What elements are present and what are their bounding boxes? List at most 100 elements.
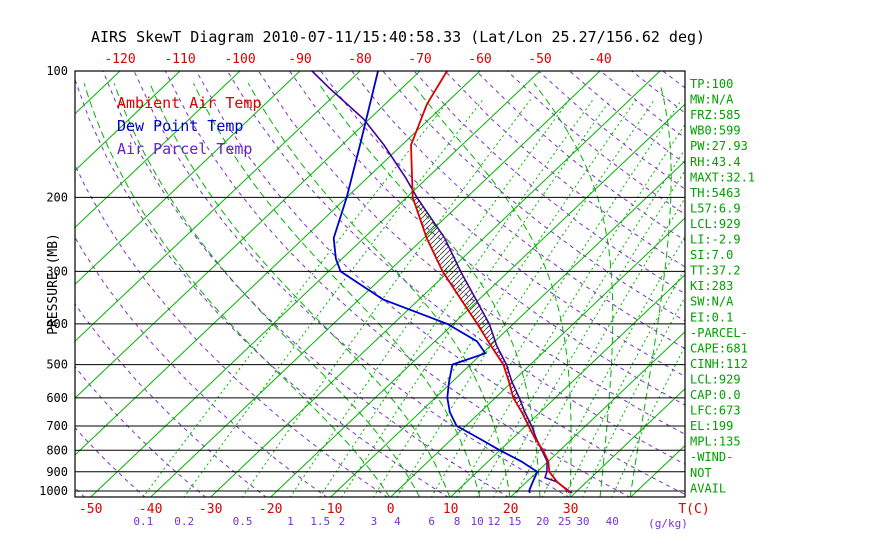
bottom-temp-tick-label: -20 <box>259 502 282 517</box>
stats-line: LCL:929 <box>690 217 741 231</box>
plot-frame <box>74 70 686 498</box>
dry-adiabat-line <box>75 487 86 497</box>
mixing-ratio-tick-label: 40 <box>606 515 619 528</box>
dry-adiabat-line <box>226 71 685 465</box>
pressure-tick-label: 700 <box>46 419 68 433</box>
bottom-temp-tick-label: 10 <box>443 502 459 517</box>
mixing-ratio-line <box>563 267 685 497</box>
moist-adiabat-line <box>533 83 614 497</box>
pressure-tick-label: 500 <box>46 358 68 372</box>
moist-adiabat-line <box>83 83 391 497</box>
mixing-unit-label: (g/kg) <box>648 517 688 530</box>
top-temp-tick-label: -120 <box>104 52 135 67</box>
mixing-ratio-tick-label: 4 <box>394 515 401 528</box>
stats-line: TT:37.2 <box>690 264 741 278</box>
dry-adiabat-line <box>102 71 510 497</box>
bottom-temp-tick-label: 0 <box>387 502 395 517</box>
dry-adiabat-line <box>444 71 685 268</box>
mixing-ratio-tick-label: 20 <box>536 515 549 528</box>
stats-line: LFC:673 <box>690 404 741 418</box>
mixing-ratio-tick-label: 12 <box>487 515 500 528</box>
mixing-ratio-tick-label: 0.1 <box>133 515 153 528</box>
isotherm-line <box>75 71 241 229</box>
stats-line: CAPE:681 <box>690 341 748 355</box>
bottom-temp-tick-label: -30 <box>199 502 222 517</box>
top-temp-tick-label: -80 <box>348 52 371 67</box>
mixing-ratio-line <box>241 99 531 497</box>
stats-line: LCL:929 <box>690 372 741 386</box>
top-temp-tick-label: -90 <box>288 52 311 67</box>
bottom-temp-tick-label: -50 <box>79 502 102 517</box>
stats-line: WB0:599 <box>690 124 741 138</box>
pressure-tick-label: 900 <box>46 465 68 479</box>
temp-unit-label: T(C) <box>678 502 709 517</box>
pressure-tick-label: 800 <box>46 443 68 457</box>
dry-adiabat-line <box>258 71 685 435</box>
bottom-temp-tick-label: -10 <box>319 502 342 517</box>
stats-line: L57:6.9 <box>690 201 741 215</box>
isotherm-line <box>75 71 481 456</box>
dry-adiabat-line <box>75 365 207 497</box>
dry-adiabat-line <box>75 164 389 497</box>
stats-line: CINH:112 <box>690 357 748 371</box>
stats-line: MAXT:32.1 <box>690 170 755 184</box>
mixing-ratio-tick-label: 6 <box>428 515 435 528</box>
moist-adiabat-line <box>247 83 511 497</box>
dry-adiabat-line <box>320 71 685 378</box>
pressure-tick-label: 300 <box>46 264 68 278</box>
pressure-tick-label: 400 <box>46 317 68 331</box>
dry-adiabat-line <box>506 71 685 215</box>
isotherm-line <box>630 444 685 497</box>
moist-adiabat-line <box>193 83 481 497</box>
stats-line: LI:-2.9 <box>690 233 741 247</box>
top-temp-tick-label: -110 <box>164 52 195 67</box>
isotherm-line <box>450 274 685 497</box>
stats-line: RH:43.4 <box>690 155 741 169</box>
bottom-temp-tick-label: 20 <box>503 502 519 517</box>
mixing-ratio-tick-label: 8 <box>454 515 461 528</box>
mixing-ratio-line <box>514 197 685 497</box>
isotherm-line <box>75 71 421 399</box>
mixing-ratio-tick-label: 1.5 <box>310 515 330 528</box>
mixing-ratio-tick-label: 2 <box>339 515 346 528</box>
isotherm-line <box>270 103 685 497</box>
stats-line: KI:283 <box>690 279 733 293</box>
dry-adiabat-line <box>382 71 685 322</box>
stats-line: MW:N/A <box>690 93 734 107</box>
moist-adiabat-line <box>629 83 672 497</box>
stats-line: TP:100 <box>690 77 733 91</box>
stats-line: FRZ:585 <box>690 108 741 122</box>
legend-ambient-label: Ambient Air Temp <box>117 94 262 112</box>
cape-hatch-area <box>412 197 532 426</box>
isotherm-line <box>75 71 181 172</box>
plot-area <box>75 71 685 497</box>
mixing-ratio-tick-label: 15 <box>508 515 521 528</box>
stats-line: -PARCEL- <box>690 326 748 340</box>
stats-line: SI:7.0 <box>690 248 733 262</box>
dry-adiabat-line <box>475 71 685 242</box>
stats-line: MPL:135 <box>690 435 741 449</box>
top-temp-tick-label: -40 <box>588 52 611 67</box>
mixing-ratio-tick-label: 0.2 <box>174 515 194 528</box>
top-temp-tick-label: -100 <box>224 52 255 67</box>
dry-adiabat-line <box>631 71 685 114</box>
stats-line: CAP:0.0 <box>690 388 741 402</box>
top-temp-tick-label: -60 <box>468 52 491 67</box>
dry-adiabat-line <box>289 71 685 406</box>
stats-line: PW:27.93 <box>690 139 748 153</box>
pressure-axis-label: PRESSURE (MB) <box>46 233 61 335</box>
mixing-ratio-line <box>319 99 594 497</box>
bottom-temp-tick-label: 30 <box>563 502 579 517</box>
moist-adiabat-line <box>411 82 572 497</box>
stats-line: EL:199 <box>690 419 733 433</box>
stats-line: EI:0.1 <box>690 310 733 324</box>
mixing-ratio-tick-label: 0.5 <box>233 515 253 528</box>
pressure-tick-label: 600 <box>46 391 68 405</box>
stats-line: TH:5463 <box>690 186 741 200</box>
moist-adiabat-line <box>149 83 451 497</box>
air-parcel-temp-curve <box>311 71 573 494</box>
mixing-ratio-tick-label: 30 <box>576 515 589 528</box>
pressure-tick-label: 100 <box>46 64 68 78</box>
